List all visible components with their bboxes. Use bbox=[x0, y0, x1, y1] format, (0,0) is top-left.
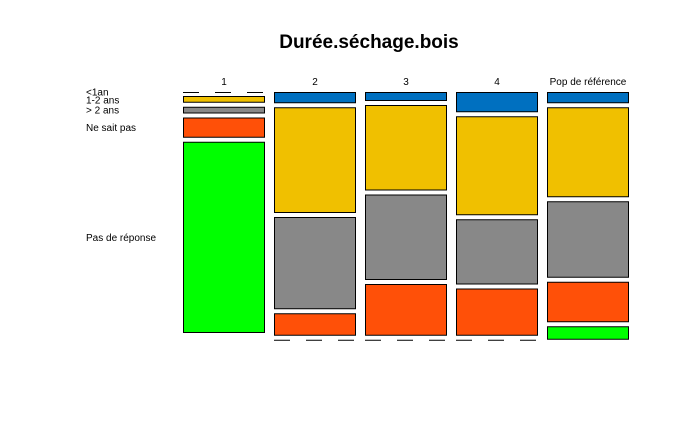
mosaic-cell-4-2-ans bbox=[456, 219, 538, 285]
chart-title: Durée.séchage.bois bbox=[279, 32, 459, 53]
mosaic-cell-2-ne-sait-pas bbox=[274, 313, 356, 336]
mosaic-cell-pop-de-r-f-rence-ne-sait-pas bbox=[547, 281, 629, 323]
mosaic-cell-1-ne-sait-pas bbox=[183, 117, 265, 138]
mosaic-cell-2-1-2-ans bbox=[274, 107, 356, 213]
column-label-4: 4 bbox=[494, 77, 500, 88]
row-label-1an: <1an bbox=[86, 88, 109, 99]
column-labels: 1 2 3 4 Pop de référence bbox=[221, 77, 627, 88]
mosaic-cell-4-1-2-ans bbox=[456, 116, 538, 216]
mosaic-cell-3-1-2-ans bbox=[365, 105, 447, 191]
mosaic-cell-4-1an bbox=[456, 92, 538, 113]
column-label-2: 2 bbox=[312, 77, 318, 88]
row-label-pas-de-r-ponse: Pas de réponse bbox=[86, 233, 156, 244]
mosaic-cell-3-1an bbox=[365, 92, 447, 101]
mosaic-cell-1-1-2-ans bbox=[183, 96, 265, 103]
column-label-3: 3 bbox=[403, 77, 409, 88]
mosaic-cell-pop-de-r-f-rence-2-ans bbox=[547, 201, 629, 278]
mosaic-cell-3-2-ans bbox=[365, 194, 447, 280]
mosaic-cell-pop-de-r-f-rence-1an bbox=[547, 92, 629, 104]
mosaic-cell-1-2-ans bbox=[183, 106, 265, 114]
row-label-2-ans: > 2 ans bbox=[86, 106, 119, 117]
mosaic-cell-2-1an bbox=[274, 92, 356, 104]
column-label-pop-de-r-f-rence: Pop de référence bbox=[550, 77, 627, 88]
mosaic-cell-2-2-ans bbox=[274, 217, 356, 310]
mosaic-cell-4-ne-sait-pas bbox=[456, 288, 538, 336]
row-label-1-2-ans: 1-2 ans bbox=[86, 96, 119, 107]
mosaic-cell-pop-de-r-f-rence-pas-de-r-ponse bbox=[547, 326, 629, 340]
mosaic-cell-3-ne-sait-pas bbox=[365, 284, 447, 336]
mosaic-cell-1-pas-de-r-ponse bbox=[183, 141, 265, 333]
row-label-ne-sait-pas: Ne sait pas bbox=[86, 123, 136, 134]
mosaic-cells bbox=[183, 92, 629, 341]
mosaic-cell-pop-de-r-f-rence-1-2-ans bbox=[547, 107, 629, 198]
column-label-1: 1 bbox=[221, 77, 227, 88]
